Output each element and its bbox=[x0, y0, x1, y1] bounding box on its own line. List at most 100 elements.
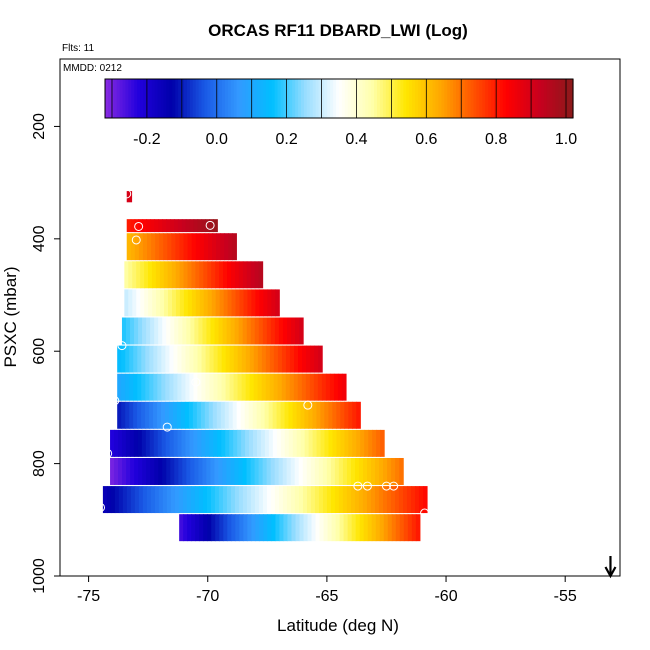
colorbar-swatch bbox=[183, 79, 188, 118]
heatmap-cell bbox=[145, 345, 150, 373]
heatmap-cell bbox=[264, 401, 270, 429]
heatmap-cell bbox=[265, 373, 271, 401]
heatmap-cell bbox=[154, 457, 159, 485]
y-tick-label: 1000 bbox=[31, 558, 48, 594]
observation-point bbox=[162, 422, 172, 432]
heatmap-cell bbox=[207, 289, 213, 317]
heatmap-cell bbox=[358, 457, 364, 485]
colorbar-swatch bbox=[143, 79, 147, 118]
heatmap-cell bbox=[150, 317, 155, 345]
heatmap-cell bbox=[117, 345, 122, 373]
colorbar-swatch bbox=[520, 79, 524, 118]
heatmap-cell bbox=[256, 401, 262, 429]
heatmap-cell bbox=[252, 401, 258, 429]
heatmap-cell bbox=[189, 373, 195, 401]
colorbar-swatch bbox=[485, 79, 489, 118]
heatmap-cell bbox=[149, 401, 154, 429]
heatmap-cell bbox=[177, 345, 183, 373]
heatmap-cell bbox=[137, 373, 142, 401]
colorbar-swatch bbox=[379, 79, 384, 118]
heatmap-cell bbox=[318, 345, 323, 373]
colorbar-swatch bbox=[295, 79, 299, 118]
colorbar-swatch bbox=[417, 79, 422, 118]
observation-point bbox=[362, 481, 372, 491]
heatmap-cell bbox=[321, 373, 327, 401]
observation-point bbox=[405, 547, 415, 557]
heatmap-cell bbox=[254, 317, 260, 345]
heatmap-cell bbox=[215, 514, 220, 542]
heatmap-cell bbox=[230, 317, 236, 345]
heatmap-cell bbox=[359, 514, 365, 542]
colorbar-swatch bbox=[134, 79, 138, 118]
heatmap-cell bbox=[149, 373, 154, 401]
observation-point bbox=[117, 341, 127, 351]
heatmap-cell bbox=[295, 514, 301, 542]
heatmap-cell bbox=[367, 514, 373, 542]
heatmap-cell bbox=[136, 261, 141, 289]
heatmap-cell bbox=[153, 345, 158, 373]
colorbar-swatch bbox=[260, 79, 264, 118]
x-tick-label: -55 bbox=[554, 588, 577, 605]
colorbar-swatch bbox=[453, 79, 457, 118]
colorbar-swatch bbox=[511, 79, 516, 118]
heatmap-cell bbox=[334, 457, 340, 485]
heatmap-cell bbox=[146, 457, 151, 485]
heatmap-cell bbox=[173, 373, 178, 401]
colorbar-swatch bbox=[140, 79, 144, 118]
heatmap-cell bbox=[351, 514, 357, 542]
heatmap-cell bbox=[209, 345, 215, 373]
colorbar-swatch bbox=[347, 79, 352, 118]
colorbar-swatch bbox=[321, 79, 325, 118]
colorbar-swatch bbox=[517, 79, 521, 118]
heatmap-cell bbox=[121, 429, 127, 457]
heatmap-cell bbox=[269, 345, 275, 373]
colorbar-tick-label: -0.2 bbox=[133, 131, 161, 148]
heatmap-cell bbox=[238, 457, 244, 485]
heatmap-cell bbox=[289, 345, 295, 373]
heatmap-cell bbox=[217, 345, 223, 373]
heatmap-cell bbox=[151, 261, 157, 289]
heatmap-cell bbox=[225, 429, 230, 457]
heatmap-cell bbox=[290, 317, 296, 345]
heatmap-cell bbox=[198, 457, 203, 485]
heatmap-cell bbox=[186, 457, 191, 485]
heatmap-cell bbox=[310, 345, 315, 373]
heatmap-cell bbox=[286, 486, 292, 514]
heatmap-cell bbox=[244, 401, 250, 429]
heatmap-cell bbox=[299, 317, 304, 345]
x-tick-label: -70 bbox=[196, 588, 219, 605]
heatmap-cell bbox=[213, 429, 218, 457]
heatmap-cell bbox=[132, 261, 137, 289]
observation-point bbox=[412, 547, 422, 557]
heatmap-cell bbox=[314, 345, 319, 373]
colorbar-swatch bbox=[201, 79, 206, 118]
heatmap-cell bbox=[272, 429, 278, 457]
colorbar-swatch bbox=[505, 79, 510, 118]
heatmap-cell bbox=[142, 219, 148, 233]
heatmap-cell bbox=[362, 486, 368, 514]
heatmap-cell bbox=[386, 486, 392, 514]
date-annotation: MMDD: 0212 bbox=[63, 63, 122, 74]
heatmap-cell bbox=[344, 401, 349, 429]
heatmap-cell bbox=[168, 401, 174, 429]
heatmap-cell bbox=[296, 429, 302, 457]
heatmap-cell bbox=[258, 261, 264, 289]
heatmap-cell bbox=[179, 514, 184, 542]
colorbar-swatch bbox=[131, 79, 135, 118]
heatmap-cell bbox=[399, 457, 404, 485]
heatmap-cell bbox=[170, 457, 175, 485]
heatmap-cell bbox=[130, 233, 136, 261]
heatmap-cell bbox=[225, 345, 231, 373]
heatmap-cell bbox=[145, 429, 151, 457]
heatmap-cell bbox=[308, 429, 314, 457]
x-axis: -75 -70 -65 -60 -55 bbox=[77, 576, 577, 605]
heatmap-cell bbox=[268, 429, 274, 457]
heatmap-cell bbox=[237, 429, 242, 457]
heatmap-cell bbox=[160, 289, 165, 317]
heatmap-cell bbox=[142, 457, 147, 485]
heatmap-cell bbox=[295, 317, 300, 345]
heatmap-cell bbox=[183, 233, 189, 261]
heatmap-cell bbox=[181, 219, 187, 233]
heatmap-cell bbox=[206, 486, 212, 514]
heatmap-cell bbox=[177, 373, 183, 401]
